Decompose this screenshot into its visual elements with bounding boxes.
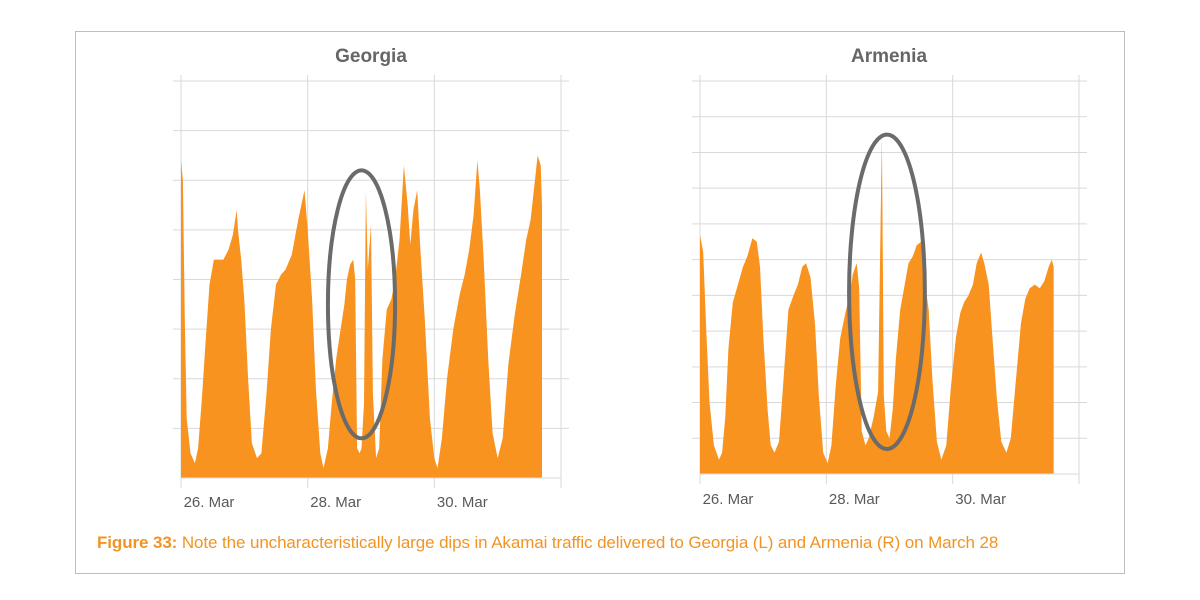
chart-armenia: Armenia 26. Mar 28. Mar 30. Mar [692, 46, 1087, 508]
x-tick-label-georgia: 30. Mar [437, 494, 488, 511]
highlight-ellipse-georgia [325, 168, 398, 441]
x-tick-label-armenia: 30. Mar [955, 491, 1006, 508]
figure-caption: Figure 33: Note the uncharacteristically… [97, 533, 998, 553]
chart-georgia: Georgia 26. Mar 28. Mar 30. Mar [173, 46, 569, 511]
traffic-area-georgia [181, 155, 542, 478]
caption-text: Note the uncharacteristically large dips… [181, 533, 999, 552]
chart-title-armenia: Armenia [851, 46, 927, 67]
highlight-ellipse-armenia [847, 132, 927, 451]
x-tick-label-armenia: 28. Mar [829, 491, 880, 508]
x-tick-label-georgia: 28. Mar [310, 494, 361, 511]
traffic-area-armenia [700, 134, 1054, 474]
charts-canvas: Georgia 26. Mar 28. Mar 30. Mar Armenia 26… [173, 46, 1087, 511]
x-tick-label-armenia: 26. Mar [703, 491, 754, 508]
figure-frame [75, 31, 1125, 574]
chart-title-georgia: Georgia [335, 46, 407, 67]
x-tick-label-georgia: 26. Mar [184, 494, 235, 511]
caption-label: Figure 33: [97, 533, 178, 552]
